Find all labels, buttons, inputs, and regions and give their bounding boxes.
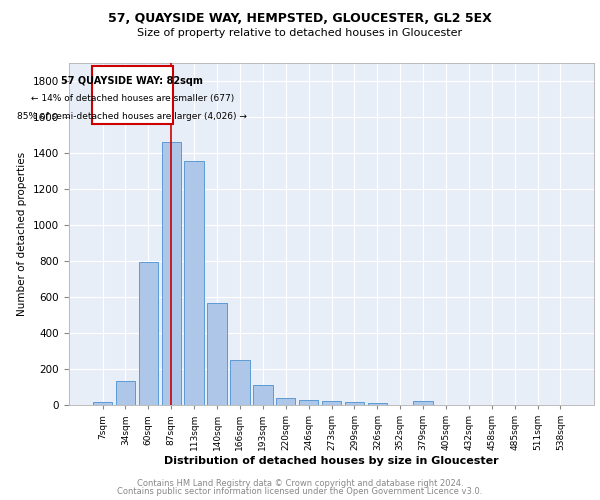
Text: Size of property relative to detached houses in Gloucester: Size of property relative to detached ho… [137,28,463,38]
Bar [116,381,135,405]
Bar [184,160,204,405]
Bar [230,360,250,405]
Text: Contains HM Land Registry data © Crown copyright and database right 2024.: Contains HM Land Registry data © Crown c… [137,478,463,488]
Text: Contains public sector information licensed under the Open Government Licence v3: Contains public sector information licen… [118,487,482,496]
Text: 85% of semi-detached houses are larger (4,026) →: 85% of semi-detached houses are larger (… [17,112,247,121]
Bar [93,402,112,405]
Bar [139,262,158,405]
Bar [208,303,227,405]
Text: 57, QUAYSIDE WAY, HEMPSTED, GLOUCESTER, GL2 5EX: 57, QUAYSIDE WAY, HEMPSTED, GLOUCESTER, … [108,12,492,26]
X-axis label: Distribution of detached houses by size in Gloucester: Distribution of detached houses by size … [164,456,499,466]
FancyBboxPatch shape [92,66,173,124]
Bar [322,402,341,405]
Bar [344,402,364,405]
Bar [276,398,295,405]
Bar [413,401,433,405]
Y-axis label: Number of detached properties: Number of detached properties [17,152,28,316]
Bar [161,142,181,405]
Bar [253,384,272,405]
Text: 57 QUAYSIDE WAY: 82sqm: 57 QUAYSIDE WAY: 82sqm [61,76,203,86]
Text: ← 14% of detached houses are smaller (677): ← 14% of detached houses are smaller (67… [31,94,234,103]
Bar [368,402,387,405]
Bar [299,400,319,405]
